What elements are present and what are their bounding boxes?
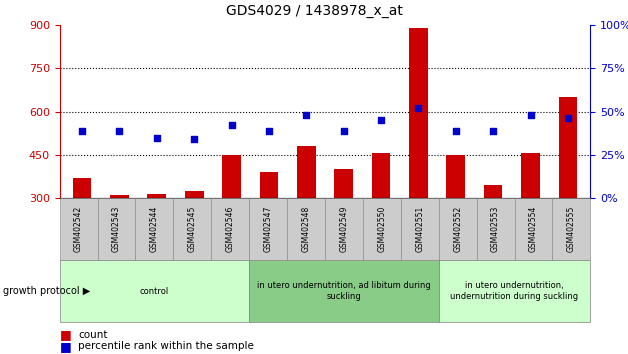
- Point: [264, 128, 274, 133]
- Point: [189, 136, 199, 142]
- Point: [526, 112, 536, 118]
- Text: GSM402543: GSM402543: [112, 206, 121, 252]
- Text: GSM402555: GSM402555: [567, 206, 576, 252]
- Text: control: control: [140, 287, 169, 296]
- Point: [563, 116, 573, 121]
- Bar: [447, 155, 465, 198]
- Point: [488, 128, 498, 133]
- Text: GSM402552: GSM402552: [453, 206, 462, 252]
- Bar: [409, 28, 428, 198]
- Bar: [148, 194, 166, 198]
- Bar: [372, 153, 391, 198]
- Point: [338, 128, 349, 133]
- Bar: [222, 155, 241, 198]
- Point: [114, 128, 124, 133]
- Text: in utero undernutrition, ad libitum during
suckling: in utero undernutrition, ad libitum duri…: [257, 281, 431, 301]
- Text: ■: ■: [60, 328, 72, 341]
- Text: GSM402548: GSM402548: [301, 206, 310, 252]
- Text: GSM402547: GSM402547: [264, 206, 273, 252]
- Text: GDS4029 / 1438978_x_at: GDS4029 / 1438978_x_at: [225, 4, 403, 18]
- Text: GSM402542: GSM402542: [74, 206, 83, 252]
- Text: GSM402554: GSM402554: [529, 206, 538, 252]
- Text: in utero undernutrition,
undernutrition during suckling: in utero undernutrition, undernutrition …: [450, 281, 578, 301]
- Text: GSM402550: GSM402550: [377, 206, 386, 252]
- Bar: [484, 185, 502, 198]
- Bar: [297, 146, 316, 198]
- Text: count: count: [78, 330, 108, 339]
- Point: [77, 128, 87, 133]
- Point: [451, 128, 461, 133]
- Text: GSM402551: GSM402551: [415, 206, 425, 252]
- Point: [376, 118, 386, 123]
- Text: GSM402549: GSM402549: [340, 206, 349, 252]
- Point: [227, 122, 237, 128]
- Text: growth protocol ▶: growth protocol ▶: [3, 286, 90, 296]
- Bar: [334, 169, 353, 198]
- Bar: [110, 195, 129, 198]
- Bar: [185, 191, 203, 198]
- Bar: [73, 178, 92, 198]
- Text: ■: ■: [60, 340, 72, 353]
- Bar: [259, 172, 278, 198]
- Bar: [521, 153, 540, 198]
- Text: GSM402545: GSM402545: [188, 206, 197, 252]
- Text: GSM402546: GSM402546: [225, 206, 235, 252]
- Text: GSM402553: GSM402553: [491, 206, 500, 252]
- Bar: [558, 97, 577, 198]
- Text: GSM402544: GSM402544: [150, 206, 159, 252]
- Point: [413, 105, 423, 111]
- Point: [152, 135, 162, 141]
- Text: percentile rank within the sample: percentile rank within the sample: [78, 341, 254, 351]
- Point: [301, 112, 311, 118]
